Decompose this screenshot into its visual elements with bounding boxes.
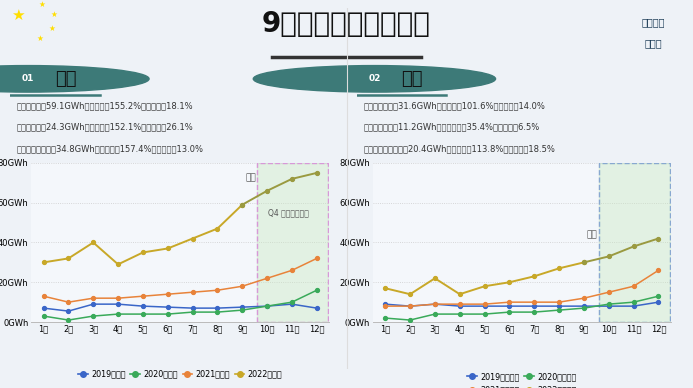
Circle shape <box>0 66 149 92</box>
Text: 预测: 预测 <box>245 173 256 182</box>
Text: 磷酸鐵锂电池装车量20.4GWh，同比增长113.8%，环比增长18.5%: 磷酸鐵锂电池装车量20.4GWh，同比增长113.8%，环比增长18.5% <box>363 145 555 154</box>
Text: ★: ★ <box>10 8 24 23</box>
Text: 产量: 产量 <box>55 70 76 88</box>
Text: 动力电池产量59.1GWh，同比增长155.2%，环比增长18.1%: 动力电池产量59.1GWh，同比增长155.2%，环比增长18.1% <box>17 101 193 110</box>
Legend: 2019年装机量, 2021年装机量, 2020年装机量, 2022年装机量: 2019年装机量, 2021年装机量, 2020年装机量, 2022年装机量 <box>464 369 579 388</box>
Bar <box>257 163 328 322</box>
Text: 磷酸鐵锂电池产量34.8GWh，同比增长157.4%，环比增长13.0%: 磷酸鐵锂电池产量34.8GWh，同比增长157.4%，环比增长13.0% <box>17 145 204 154</box>
Bar <box>599 163 669 322</box>
Text: Q4 可能继续突破: Q4 可能继续突破 <box>268 209 309 218</box>
Text: 观察家: 观察家 <box>644 38 662 48</box>
Text: 三元电池产量24.3GWh，同比增长152.1%，环比增长26.1%: 三元电池产量24.3GWh，同比增长152.1%，环比增长26.1% <box>17 123 193 132</box>
Legend: 2019年产量, 2020年产量, 2021年产量, 2022年产量: 2019年产量, 2020年产量, 2021年产量, 2022年产量 <box>75 366 286 382</box>
Text: ★: ★ <box>49 24 55 33</box>
Text: 预测: 预测 <box>587 230 597 239</box>
Text: 动力电池装车量31.6GWh，同比增长101.6%，环比增长14.0%: 动力电池装车量31.6GWh，同比增长101.6%，环比增长14.0% <box>363 101 545 110</box>
Text: ★: ★ <box>38 0 45 9</box>
Text: 装机: 装机 <box>401 70 423 88</box>
Text: 三元电池装车量11.2GWh，占总装车量35.4%，环比增长6.5%: 三元电池装车量11.2GWh，占总装车量35.4%，环比增长6.5% <box>363 123 540 132</box>
Text: 02: 02 <box>368 74 380 83</box>
Text: 电动汽车: 电动汽车 <box>642 17 665 27</box>
Text: 9月中国动力电池概览: 9月中国动力电池概览 <box>262 10 431 38</box>
Text: 01: 01 <box>21 74 34 83</box>
Text: ★: ★ <box>37 34 43 43</box>
Text: ★: ★ <box>51 10 58 19</box>
Circle shape <box>253 66 495 92</box>
